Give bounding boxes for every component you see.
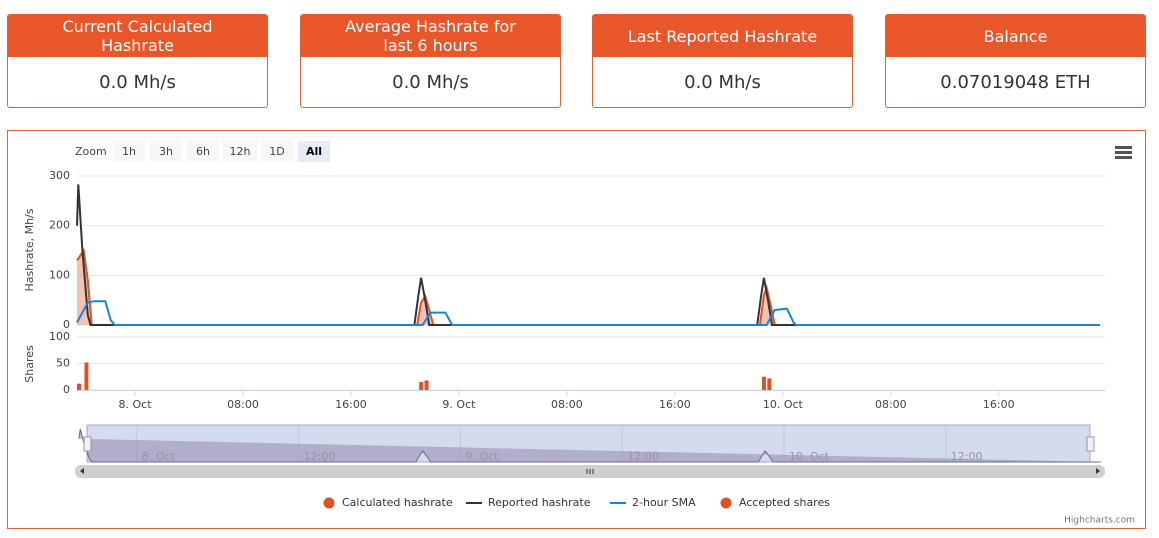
zoom-label: Zoom — [75, 145, 107, 158]
x-tick-label: 08:00 — [227, 398, 259, 411]
legend-label[interactable]: Accepted shares — [739, 496, 830, 509]
area-line — [76, 247, 1100, 326]
card-value: 0.0 Mh/s — [99, 72, 176, 93]
legend-symbol — [720, 497, 732, 509]
zoom-button[interactable] — [298, 141, 330, 162]
credits: Highcharts.com — [1064, 516, 1135, 526]
x-tick-label: 08:00 — [875, 398, 907, 411]
x-tick-label: 08:00 — [551, 398, 583, 411]
menu-bar — [1115, 156, 1132, 159]
x-tick-label: 16:00 — [983, 398, 1015, 411]
legend-label[interactable]: Reported hashrate — [488, 496, 591, 509]
legend-label[interactable]: 2-hour SMA — [632, 496, 696, 509]
navigator-handle[interactable] — [83, 436, 92, 452]
zoom-button[interactable] — [261, 141, 293, 162]
x-tick-label: 10. Oct — [763, 398, 804, 411]
line — [76, 300, 1100, 326]
legend-label[interactable]: Calculated hashrate — [342, 496, 453, 509]
zoom-button[interactable] — [187, 141, 219, 162]
y-tick-label: 50 — [56, 357, 70, 370]
bar — [419, 382, 424, 390]
zoom-button[interactable] — [150, 141, 182, 162]
card: Balance 0.07019048 ETH — [885, 14, 1146, 108]
card-title: Balance — [886, 15, 1145, 57]
y-tick-label: 0 — [63, 318, 70, 331]
card-value: 0.0 Mh/s — [684, 72, 761, 93]
navigator-handle[interactable] — [1086, 436, 1095, 452]
zoom-button-label: 1D — [269, 145, 284, 158]
y-axis-label: Hashrate, Mh/s — [23, 208, 36, 291]
y-tick-label: 100 — [49, 268, 70, 281]
card-title: Last Reported Hashrate — [593, 15, 852, 57]
zoom-button-label: 12h — [230, 145, 251, 158]
scroll-grip — [586, 469, 594, 474]
card-title: Current Calculated Hashrate — [8, 15, 267, 57]
x-tick-label: 9. Oct — [442, 398, 476, 411]
zoom-button-label: 3h — [159, 145, 173, 158]
card-value: 0.07019048 ETH — [940, 72, 1091, 93]
card: Current Calculated Hashrate 0.0 Mh/s — [7, 14, 268, 108]
y-tick-label: 0 — [63, 383, 70, 396]
line — [76, 184, 1100, 326]
menu-bar — [1115, 151, 1132, 154]
x-tick-label: 8. Oct — [119, 398, 153, 411]
card: Last Reported Hashrate 0.0 Mh/s — [592, 14, 853, 108]
bar — [77, 383, 82, 390]
card-value: 0.0 Mh/s — [392, 72, 469, 93]
zoom-button-label: 1h — [122, 145, 136, 158]
y-tick-label: 200 — [49, 219, 70, 232]
menu-button[interactable] — [1115, 146, 1132, 159]
bar — [767, 378, 772, 390]
card: Average Hashrate for last 6 hours 0.0 Mh/… — [300, 14, 561, 108]
zoom-button-label: 6h — [196, 145, 210, 158]
x-tick-label: 16:00 — [659, 398, 691, 411]
x-tick-label: 16:00 — [335, 398, 367, 411]
y-tick-label: 100 — [49, 330, 70, 343]
bar — [761, 376, 766, 390]
zoom-button[interactable] — [223, 141, 257, 162]
y-tick-label: 300 — [49, 169, 70, 182]
y-axis-label: Shares — [23, 345, 36, 383]
chart-frame — [7, 130, 1146, 529]
zoom-button[interactable] — [113, 141, 145, 162]
legend-symbol — [323, 497, 335, 509]
zoom-button-label: All — [306, 145, 322, 158]
menu-bar — [1115, 146, 1132, 149]
card-title: Average Hashrate for last 6 hours — [301, 15, 560, 57]
area-fill — [77, 250, 1100, 325]
navigator-series — [78, 428, 1101, 463]
bar — [84, 362, 89, 390]
bar — [424, 380, 429, 390]
